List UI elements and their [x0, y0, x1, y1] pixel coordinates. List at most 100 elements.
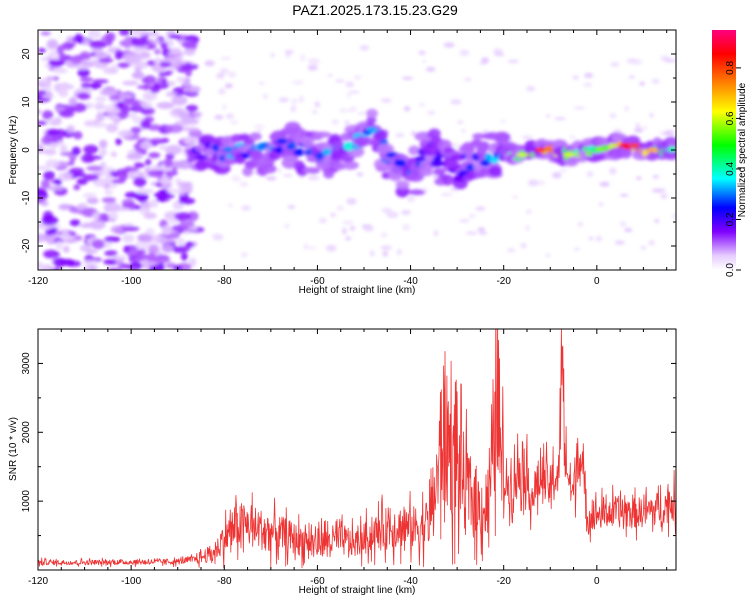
heatmap-blob — [573, 247, 580, 252]
heatmap-blob — [43, 249, 60, 259]
heatmap-blob — [222, 104, 227, 110]
heatmap-blob — [326, 244, 337, 252]
heatmap-blob — [344, 120, 350, 125]
heatmap-blob — [430, 159, 443, 168]
heatmap-blob — [107, 267, 123, 270]
heatmap-blob — [595, 235, 603, 242]
heatmap-blob — [260, 164, 277, 174]
heatmap-blob — [158, 237, 174, 243]
heatmap-blob — [300, 54, 306, 62]
heatmap-blob — [311, 109, 318, 115]
heatmap-blob — [158, 71, 172, 76]
heatmap-blob — [167, 218, 180, 225]
heatmap-blob — [160, 42, 168, 50]
heatmap-blob — [140, 141, 153, 150]
y-tick-label: 2000 — [21, 421, 32, 444]
heatmap-blob — [609, 167, 617, 175]
snr-x-ticks: -120 -100 -80 -60 -40 -20 0 — [28, 329, 668, 587]
heatmap-blob — [331, 119, 339, 125]
heatmap-blob — [322, 148, 332, 156]
x-tick-label: -100 — [121, 576, 141, 587]
heatmap-blob — [671, 213, 676, 219]
heatmap-blob — [183, 62, 193, 71]
heatmap-blob — [165, 144, 183, 155]
colorbar-tick-label: 0.6 — [725, 111, 736, 125]
heatmap-blob — [90, 82, 102, 89]
heatmap-blob — [635, 122, 641, 128]
heatmap-blob — [242, 166, 253, 177]
heatmap-blob — [57, 172, 73, 182]
heatmap-blob — [307, 64, 319, 71]
heatmap-blob — [145, 227, 155, 236]
heatmap-blob — [106, 123, 118, 133]
heatmap-blob — [41, 94, 55, 99]
heatmap-blob — [45, 159, 60, 169]
heatmap-blob — [118, 171, 128, 181]
heatmap-blob — [450, 99, 462, 105]
spectrogram-y-label: Frequency (Hz) — [8, 116, 19, 185]
heatmap-blob — [506, 247, 516, 253]
heatmap-blob — [71, 146, 81, 156]
heatmap-blob — [298, 95, 305, 103]
heatmap-blob — [262, 93, 269, 100]
heatmap-blob — [335, 79, 345, 83]
heatmap-blob — [314, 101, 321, 108]
heatmap-blob — [168, 232, 181, 239]
heatmap-blob — [121, 226, 140, 232]
heatmap-blob — [79, 223, 93, 228]
heatmap-blob — [99, 89, 117, 96]
heatmap-blob — [63, 245, 70, 253]
heatmap-blob — [545, 253, 551, 258]
heatmap-blob — [41, 264, 54, 270]
colorbar-tick-label: 0.4 — [725, 162, 736, 176]
heatmap-blob — [459, 49, 470, 57]
heatmap-blob — [241, 252, 248, 258]
heatmap-blob — [418, 50, 426, 55]
heatmap-blob — [219, 68, 229, 74]
colorbar: 0.0 0.2 0.4 0.6 0.8 Normalized spectral ampl… — [712, 30, 748, 277]
heatmap-blob — [43, 84, 52, 94]
heatmap-blob — [103, 236, 121, 243]
heatmap-blob — [100, 162, 107, 167]
heatmap-blob — [128, 112, 137, 119]
heatmap-blob — [408, 196, 417, 201]
heatmap-blob — [74, 33, 84, 43]
heatmap-blob — [58, 53, 67, 62]
heatmap-blob — [124, 191, 139, 199]
heatmap-blob — [115, 138, 122, 146]
heatmap-blob — [380, 98, 392, 103]
heatmap-blob — [143, 75, 157, 85]
heatmap-blob — [619, 221, 627, 227]
heatmap-blob — [599, 181, 610, 187]
heatmap-blob — [116, 101, 124, 110]
spectrogram-y-ticks: -20 -10 0 10 20 — [21, 29, 676, 271]
heatmap-blob — [113, 255, 127, 260]
heatmap-blob — [516, 152, 529, 157]
heatmap-blob — [154, 48, 161, 55]
heatmap-blob — [103, 202, 121, 212]
heatmap-blob — [620, 148, 632, 159]
heatmap-blob — [433, 167, 446, 176]
heatmap-blob — [302, 167, 320, 174]
heatmap-blob — [118, 263, 130, 269]
heatmap-blob — [159, 145, 167, 151]
heatmap-blob — [60, 230, 70, 241]
heatmap-blob — [642, 125, 649, 130]
heatmap-blob — [153, 57, 162, 65]
heatmap-blob — [478, 231, 488, 235]
heatmap-blob — [228, 71, 237, 78]
heatmap-blob — [545, 114, 551, 118]
heatmap-blob — [618, 143, 631, 148]
heatmap-blob — [147, 170, 164, 178]
heatmap-blob — [349, 225, 356, 231]
heatmap-blob — [180, 252, 188, 261]
heatmap-blob — [82, 260, 100, 266]
heatmap-blob — [284, 223, 290, 229]
heatmap-blob — [425, 66, 436, 72]
x-tick-label: 0 — [594, 576, 600, 587]
heatmap-blob — [283, 173, 293, 177]
heatmap-blob — [48, 60, 66, 66]
heatmap-blob — [160, 176, 170, 187]
heatmap-blob — [451, 142, 460, 148]
heatmap-blob — [110, 151, 117, 158]
